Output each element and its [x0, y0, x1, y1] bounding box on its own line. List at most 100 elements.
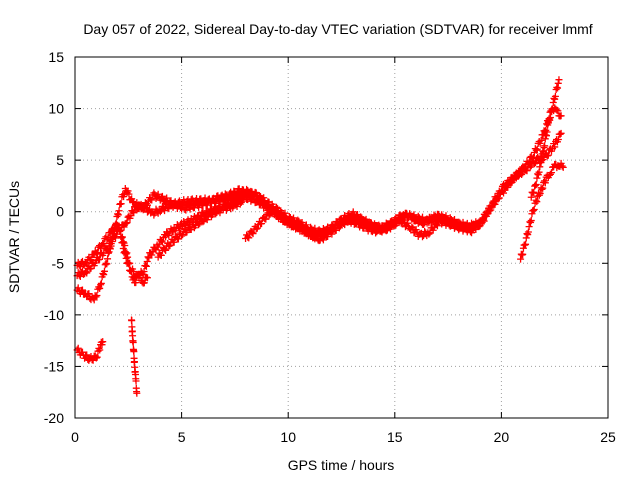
data-point [101, 261, 109, 269]
data-point [529, 189, 537, 197]
data-point [554, 136, 562, 144]
data-point [555, 76, 563, 84]
data-point [133, 389, 141, 397]
data-point [104, 249, 112, 257]
data-point [121, 249, 129, 257]
data-point [120, 249, 128, 257]
data-point [93, 291, 101, 299]
data-point [472, 224, 480, 232]
data-point [123, 219, 131, 227]
chart-title: Day 057 of 2022, Sidereal Day-to-day VTE… [83, 21, 592, 37]
data-point [533, 174, 541, 182]
data-point [162, 246, 170, 254]
data-point [419, 233, 427, 241]
data-point [533, 145, 541, 153]
data-point [557, 129, 565, 137]
data-point [263, 202, 271, 210]
data-point [532, 180, 540, 188]
y-tick-label: -5 [52, 255, 65, 271]
data-point [328, 230, 336, 238]
data-point [78, 348, 86, 356]
data-point [522, 234, 530, 242]
data-point [279, 212, 287, 220]
data-point [529, 206, 537, 214]
data-point [283, 215, 291, 223]
series-trace-4 [154, 197, 245, 261]
data-point [538, 157, 546, 165]
data-point [142, 262, 150, 270]
x-tick-label: 10 [280, 429, 296, 445]
data-point [130, 274, 138, 282]
data-point [171, 227, 179, 235]
data-point [245, 192, 253, 200]
data-point [414, 212, 422, 220]
data-point [502, 183, 510, 191]
data-point [114, 211, 122, 219]
data-point [143, 201, 151, 209]
x-tick-label: 25 [600, 429, 616, 445]
data-point [309, 229, 317, 237]
data-point [143, 257, 151, 265]
data-point [166, 242, 174, 250]
data-point [539, 184, 547, 192]
data-point [480, 217, 488, 225]
data-point [132, 279, 140, 287]
data-point [517, 255, 525, 263]
data-point [97, 281, 105, 289]
data-point [519, 250, 527, 258]
data-point [92, 354, 100, 362]
data-point [530, 160, 538, 168]
data-point [107, 242, 115, 250]
data-point [546, 114, 554, 122]
data-point [349, 208, 357, 216]
data-point [399, 215, 407, 223]
data-point [479, 216, 487, 224]
data-point [531, 182, 539, 190]
data-point [114, 210, 122, 218]
data-point [158, 238, 166, 246]
data-point [178, 232, 186, 240]
data-point [170, 238, 178, 246]
data-point [265, 212, 273, 220]
data-point [129, 207, 137, 215]
data-point [161, 207, 169, 215]
data-point [74, 344, 82, 352]
data-point [249, 230, 257, 238]
y-tick-label: 15 [48, 49, 64, 65]
data-point [122, 254, 130, 262]
data-point [157, 251, 165, 259]
data-point [212, 210, 220, 218]
data-point [523, 167, 531, 175]
data-point [109, 227, 117, 235]
data-point [143, 274, 151, 282]
data-point [86, 265, 94, 273]
data-point [99, 338, 107, 346]
data-point [148, 196, 156, 204]
data-point [116, 200, 124, 208]
data-point [195, 221, 203, 229]
data-point [543, 128, 551, 136]
data-point [549, 98, 557, 106]
data-point [267, 208, 275, 216]
data-point [211, 198, 219, 206]
series-trace-5 [118, 239, 151, 287]
data-point [543, 152, 551, 160]
data-marks [73, 76, 567, 397]
data-point [541, 179, 549, 187]
data-point [130, 348, 138, 356]
data-point [87, 256, 95, 264]
data-point [453, 219, 461, 227]
y-tick-label: 10 [48, 101, 64, 117]
x-tick-label: 20 [494, 429, 510, 445]
data-point [93, 249, 101, 257]
data-point [553, 83, 561, 91]
data-point [100, 267, 108, 275]
data-point [136, 271, 144, 279]
data-point [97, 279, 105, 287]
data-point [235, 185, 243, 193]
data-point [530, 188, 538, 196]
plot-frame [74, 56, 609, 419]
data-point [324, 232, 332, 240]
data-point [100, 271, 108, 279]
data-point [522, 240, 530, 248]
